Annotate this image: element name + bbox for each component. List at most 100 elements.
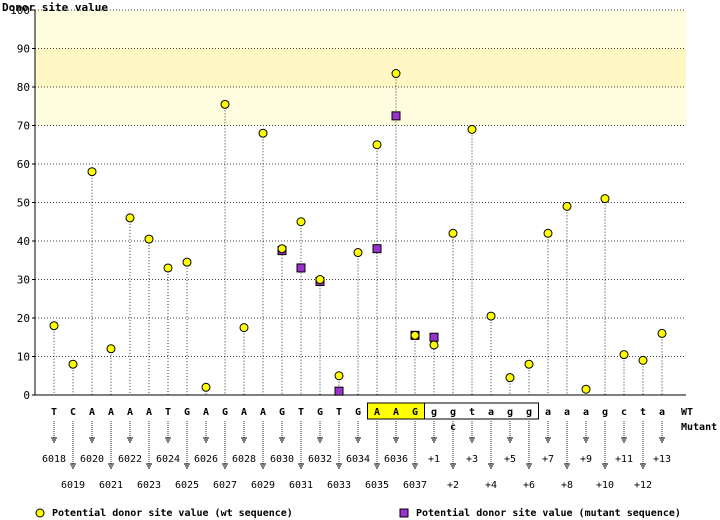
seq-letter-21: g xyxy=(450,407,456,418)
seq-letter-24: g xyxy=(507,407,513,418)
position-label-21: +2 xyxy=(447,480,459,491)
stems xyxy=(53,73,663,395)
seq-letter-26: a xyxy=(545,407,551,418)
y-tick-label-10: 10 xyxy=(17,351,30,364)
position-label-16: 6034 xyxy=(346,454,370,465)
position-label-9: 6027 xyxy=(213,480,237,491)
legend-mutant-marker xyxy=(399,508,409,518)
wt-point-10 xyxy=(239,323,249,333)
seq-letter-0: T xyxy=(51,407,57,418)
position-label-26: +7 xyxy=(542,454,554,465)
y-tick-labels: 0 10 20 30 40 50 60 70 80 90 100 xyxy=(10,4,35,402)
wt-point-20 xyxy=(429,340,439,350)
position-label-8: 6026 xyxy=(194,454,218,465)
mutant-point-13 xyxy=(296,263,306,273)
mutant-row-label: Mutant xyxy=(681,422,717,433)
wt-point-25 xyxy=(524,359,534,369)
seq-letter-8: A xyxy=(203,407,209,418)
seq-letter-11: A xyxy=(260,407,266,418)
y-tick-label-50: 50 xyxy=(17,197,30,210)
y-tick-label-20: 20 xyxy=(17,312,30,325)
wt-point-23 xyxy=(486,311,496,321)
wt-point-30 xyxy=(619,350,629,360)
seq-letter-13: T xyxy=(298,407,304,418)
y-tick-label-40: 40 xyxy=(17,235,30,248)
seq-letter-3: A xyxy=(108,407,114,418)
wt-point-27 xyxy=(562,201,572,211)
position-label-15: 6033 xyxy=(327,480,351,491)
position-label-1: 6019 xyxy=(61,480,85,491)
wt-point-21 xyxy=(448,228,458,238)
wt-point-2 xyxy=(87,167,97,177)
position-label-7: 6025 xyxy=(175,480,199,491)
seq-letter-28: a xyxy=(583,407,589,418)
y-tick-label-30: 30 xyxy=(17,274,30,287)
position-label-19: 6037 xyxy=(403,480,427,491)
seq-letter-19: G xyxy=(412,407,418,418)
legend-mutant-label: Potential donor site value (mutant seque… xyxy=(416,508,681,519)
mutant-point-20 xyxy=(429,332,439,342)
seq-letter-10: A xyxy=(241,407,247,418)
mutant-point-18 xyxy=(391,111,401,121)
seq-letter-29: g xyxy=(602,407,608,418)
y-tick-label-100: 100 xyxy=(10,4,30,17)
position-label-3: 6021 xyxy=(99,480,123,491)
seq-letter-15: T xyxy=(336,407,342,418)
wt-point-0 xyxy=(49,321,59,331)
y-tick-label-70: 70 xyxy=(17,120,30,133)
position-label-27: +8 xyxy=(561,480,573,491)
band-1 xyxy=(35,48,686,87)
position-label-31: +12 xyxy=(634,480,652,491)
seq-letter-2: A xyxy=(89,407,95,418)
seq-letter-20: g xyxy=(431,407,437,418)
y-tick-label-0: 0 xyxy=(23,389,30,402)
seq-letter-1: C xyxy=(70,407,76,418)
wt-point-29 xyxy=(600,194,610,204)
wt-row-label: WT xyxy=(681,407,693,418)
wt-point-18 xyxy=(391,69,401,79)
wt-point-28 xyxy=(581,384,591,394)
threshold-bands xyxy=(35,10,686,126)
seq-letter-17: A xyxy=(374,407,380,418)
y-tick-label-90: 90 xyxy=(17,43,30,56)
wt-point-11 xyxy=(258,128,268,138)
position-label-4: 6022 xyxy=(118,454,142,465)
position-label-14: 6032 xyxy=(308,454,332,465)
seq-letter-9: G xyxy=(222,407,228,418)
wt-point-24 xyxy=(505,373,515,383)
y-axis-label: Donor site value xyxy=(2,1,108,14)
seq-letter-12: G xyxy=(279,407,285,418)
position-label-25: +6 xyxy=(523,480,535,491)
wt-point-22 xyxy=(467,124,477,134)
seq-letter-18: A xyxy=(393,407,399,418)
position-label-29: +10 xyxy=(596,480,614,491)
position-label-11: 6029 xyxy=(251,480,275,491)
position-label-5: 6023 xyxy=(137,480,161,491)
wt-point-7 xyxy=(182,257,192,267)
seq-letter-14: G xyxy=(317,407,323,418)
seq-letter-25: g xyxy=(526,407,532,418)
seq-letter-4: A xyxy=(127,407,133,418)
seq-letter-6: T xyxy=(165,407,171,418)
data-points xyxy=(49,69,667,396)
seq-letter-7: G xyxy=(184,407,190,418)
band-2 xyxy=(35,87,686,126)
position-label-0: 6018 xyxy=(42,454,66,465)
wt-point-31 xyxy=(638,355,648,365)
wt-point-13 xyxy=(296,217,306,227)
y-tick-label-80: 80 xyxy=(17,81,30,94)
position-label-13: 6031 xyxy=(289,480,313,491)
position-label-6: 6024 xyxy=(156,454,180,465)
wt-point-3 xyxy=(106,344,116,354)
wt-point-5 xyxy=(144,234,154,244)
band-0 xyxy=(35,10,686,49)
position-label-32: +13 xyxy=(653,454,671,465)
position-label-10: 6028 xyxy=(232,454,256,465)
wt-point-15 xyxy=(334,371,344,381)
seq-letter-5: A xyxy=(146,407,152,418)
seq-letter-32: a xyxy=(659,407,665,418)
sequence-track: T 6018 C 6019 A 6020 A 6021 A 6022 A 6023 T 6024 G 6025… xyxy=(42,402,717,491)
seq-letter-30: c xyxy=(621,407,627,418)
mutation-letter: c xyxy=(450,422,456,433)
position-label-17: 6035 xyxy=(365,480,389,491)
